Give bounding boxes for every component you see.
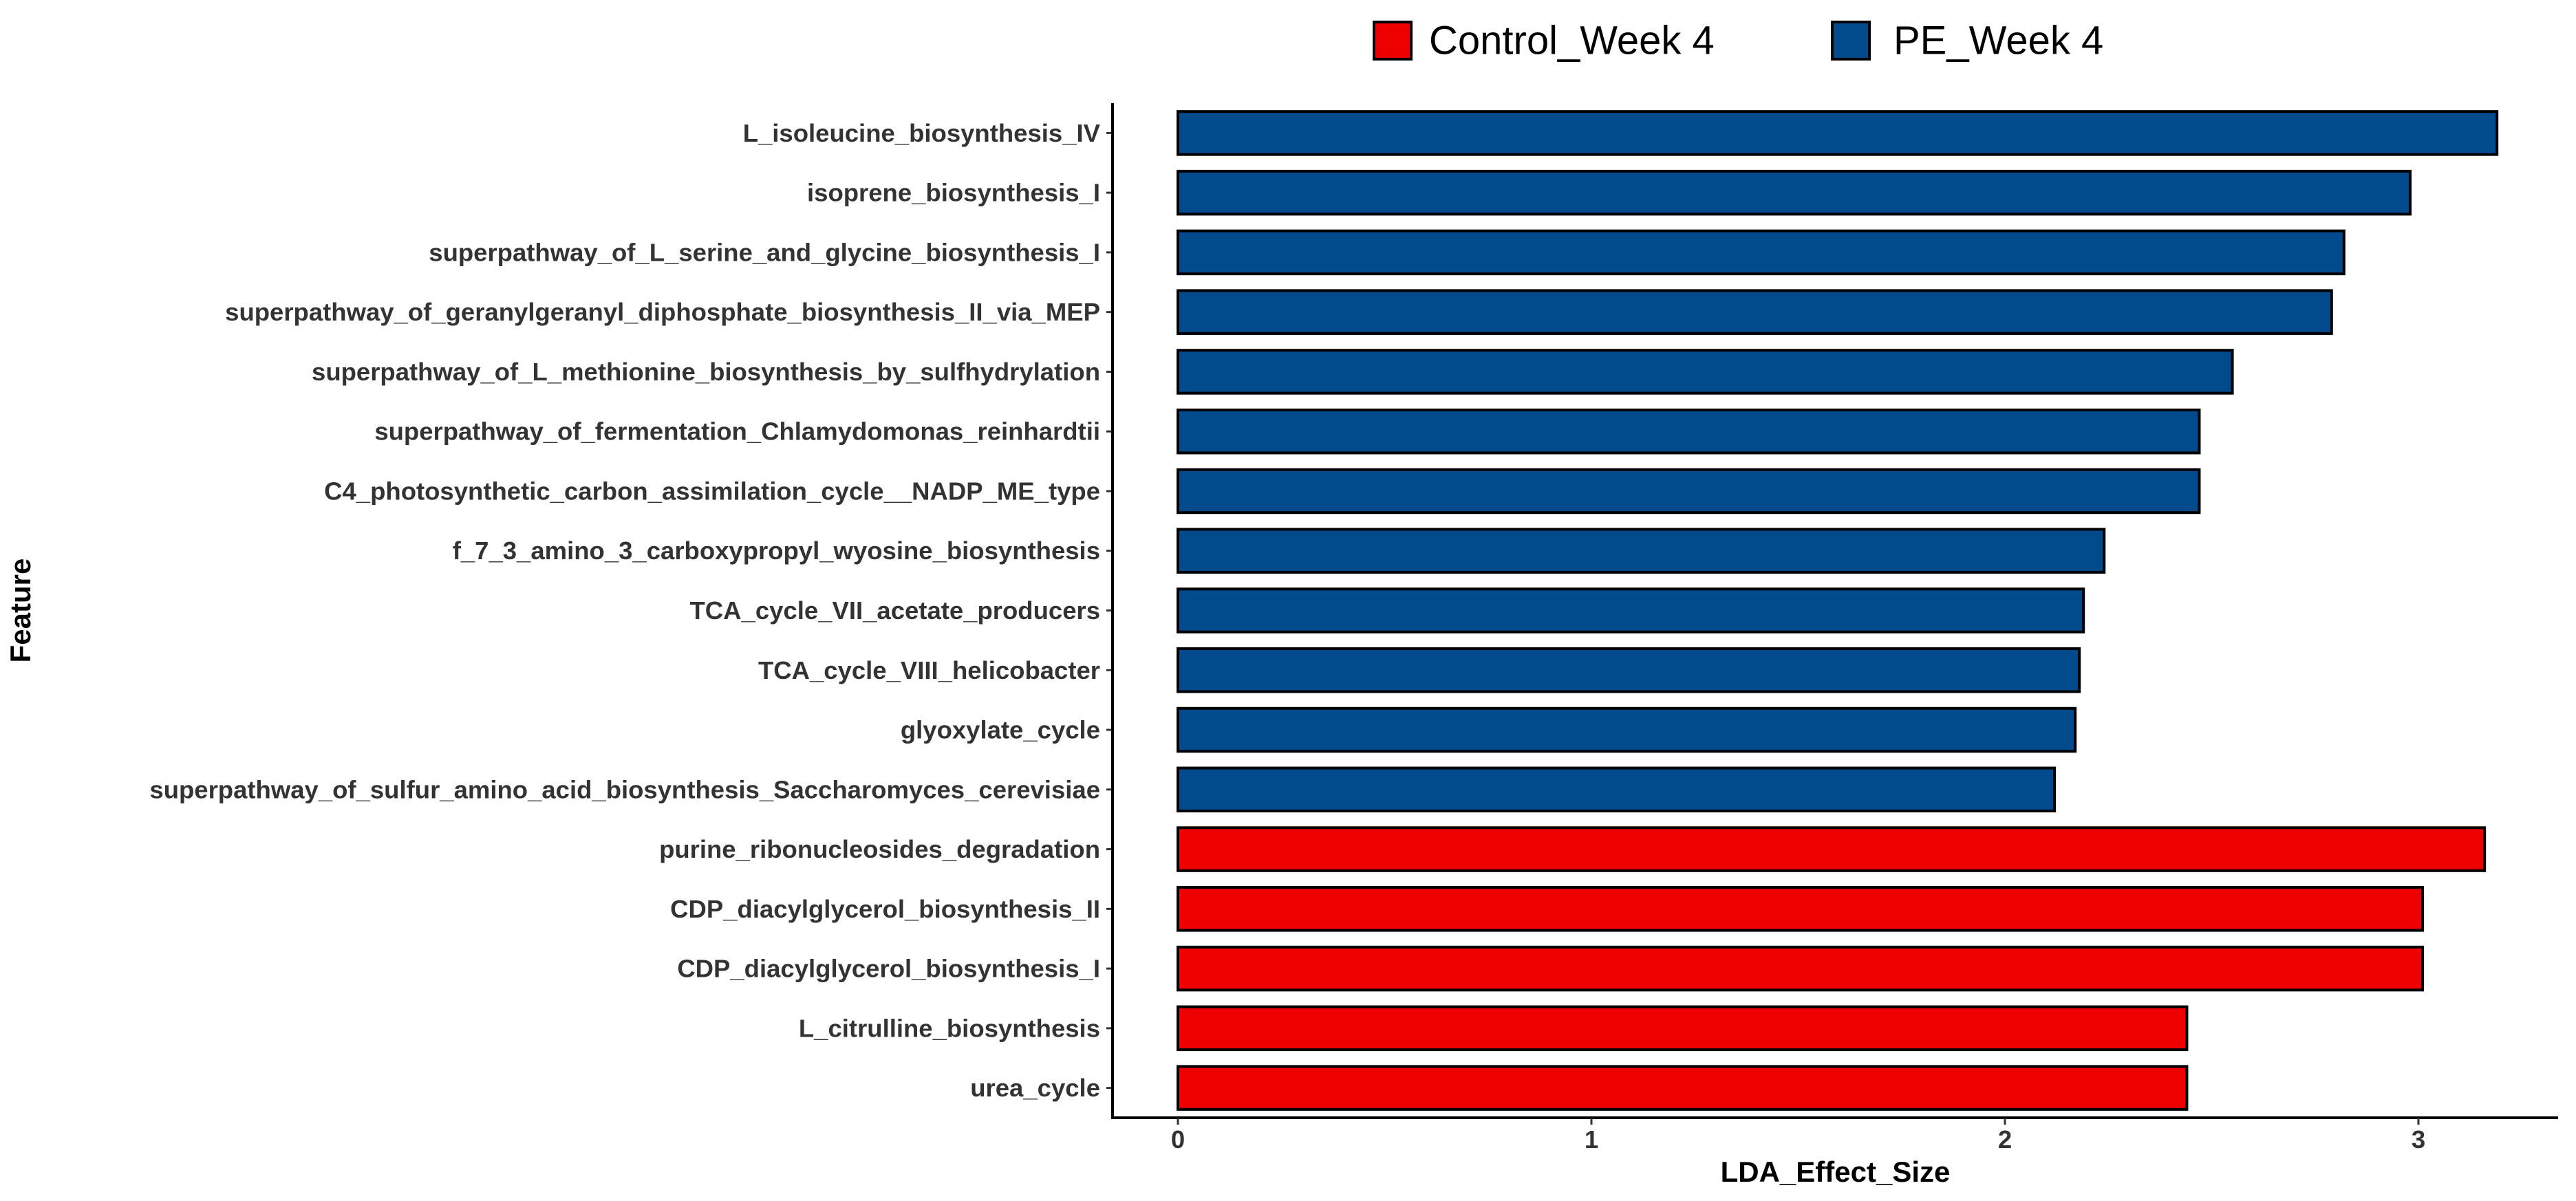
y-tick-label: superpathway_of_geranylgeranyl_diphospha… — [225, 298, 1100, 326]
bar — [1177, 468, 2201, 515]
bar — [1177, 587, 2085, 634]
bar — [1177, 706, 2077, 753]
x-tick-label: 2 — [1998, 1125, 2012, 1154]
x-tick-label: 0 — [1171, 1125, 1185, 1154]
y-tick-label: superpathway_of_L_serine_and_glycine_bio… — [429, 238, 1100, 266]
bar — [1177, 289, 2333, 335]
x-tick-label: 1 — [1585, 1125, 1598, 1154]
bar — [1177, 408, 2201, 455]
y-tick-label: TCA_cycle_VII_acetate_producers — [690, 596, 1100, 625]
bar — [1177, 826, 2487, 872]
y-tick-label: glyoxylate_cycle — [901, 716, 1100, 744]
x-tick-label: 3 — [2412, 1125, 2425, 1154]
y-tick-label: TCA_cycle_VIII_helicobacter — [758, 656, 1100, 684]
bar — [1177, 229, 2346, 276]
y-tick-label: CDP_diacylglycerol_biosynthesis_II — [670, 895, 1100, 923]
legend-swatch — [1831, 21, 1871, 61]
bar — [1177, 1005, 2189, 1052]
y-tick-label: CDP_diacylglycerol_biosynthesis_I — [677, 955, 1100, 983]
y-axis-title: Feature — [4, 559, 36, 663]
legend-swatch — [1373, 21, 1413, 61]
bar — [1177, 349, 2234, 395]
y-tick-label: urea_cycle — [970, 1074, 1100, 1102]
bar — [1177, 528, 2106, 574]
bar — [1177, 647, 2081, 693]
y-axis: L_isoleucine_biosynthesis_IV isoprene_bio… — [149, 103, 1114, 1119]
bar — [1177, 886, 2425, 932]
legend-label: PE_Week 4 — [1893, 19, 2103, 63]
y-tick-label: L_isoleucine_biosynthesis_IV — [743, 119, 1101, 147]
bars — [1177, 110, 2499, 1111]
legend-label: Control_Week 4 — [1429, 19, 1715, 63]
y-tick-label: isoprene_biosynthesis_I — [807, 179, 1100, 207]
y-tick-label: superpathway_of_fermentation_Chlamydomon… — [374, 418, 1100, 446]
y-tick-label: purine_ribonucleosides_degradation — [659, 835, 1100, 863]
y-tick-label: superpathway_of_sulfur_amino_acid_biosyn… — [149, 775, 1100, 803]
legend: Control_Week 4 PE_Week 4 — [1373, 19, 2103, 63]
bar — [1177, 766, 2057, 813]
x-axis: 0 1 2 3 — [1111, 1116, 2558, 1154]
y-tick-label: f_7_3_amino_3_carboxypropyl_wyosine_bios… — [453, 537, 1100, 565]
y-tick-label: L_citrulline_biosynthesis — [799, 1014, 1100, 1042]
bar — [1177, 169, 2412, 216]
bar — [1177, 110, 2499, 156]
bar — [1177, 1065, 2189, 1111]
x-axis-title: LDA_Effect_Size — [1721, 1156, 1951, 1188]
y-tick-label: C4_photosynthetic_carbon_assimilation_cy… — [324, 477, 1100, 505]
bar — [1177, 945, 2425, 992]
y-tick-label: superpathway_of_L_methionine_biosynthesi… — [312, 358, 1100, 386]
